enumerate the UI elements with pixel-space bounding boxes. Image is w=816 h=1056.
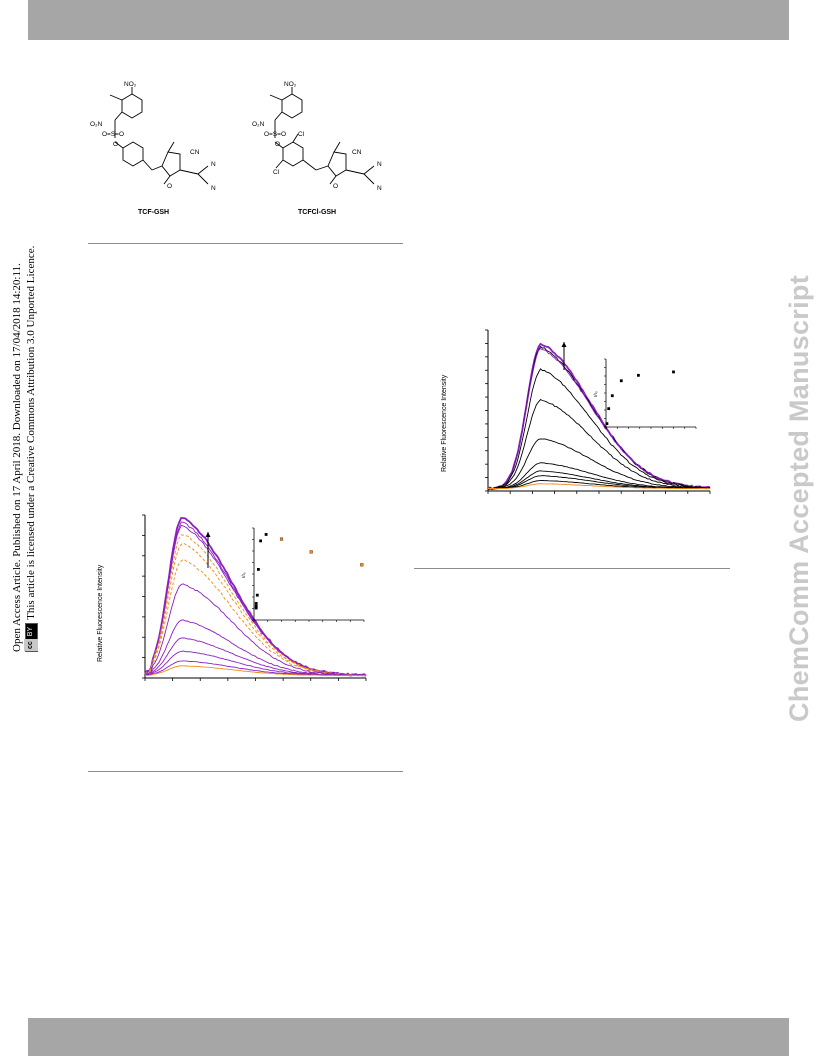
atom-label: O (275, 141, 280, 148)
license-line[interactable]: This article is licensed under a Creativ… (25, 245, 37, 620)
watermark-text: ChemComm Accepted Manuscript (784, 275, 814, 722)
spectrum-line (487, 348, 711, 490)
footer-bar (28, 1018, 789, 1056)
inset-data-point (605, 422, 609, 425)
inset-data-point (637, 373, 640, 377)
publication-line: Open Access Article. Published on 17 Apr… (11, 263, 23, 652)
spectrum-line (488, 483, 711, 490)
atom-label: CN (352, 149, 362, 156)
atom-label: NO₂ (284, 81, 297, 88)
inset-data-point (264, 533, 268, 536)
inset-data-point (255, 593, 259, 597)
atom-label: O=S=O (264, 131, 286, 138)
compound-label-tcf-gsh: TCF-GSH (138, 209, 170, 216)
inset-data-point (259, 539, 262, 543)
compound-label-tcfcl-gsh: TCFCl-GSH (298, 209, 337, 216)
atom-label: N (377, 185, 382, 192)
atom-label: N (377, 161, 382, 168)
arrow-head (561, 342, 567, 347)
atom-label: O₂N (252, 121, 265, 128)
spectrum-line (487, 399, 711, 490)
inset-data-point (607, 407, 611, 411)
inset-data-point (672, 370, 675, 374)
inset-data-point (254, 604, 258, 608)
inset-data-point (619, 379, 623, 383)
chart-1-y-axis-label: Relative Fluorescence Intensity (97, 564, 104, 662)
inset-data-point (254, 602, 258, 605)
inset-y-label: I/I₀ (593, 391, 598, 397)
spectrum-line (144, 619, 366, 677)
chemical-structures-figure: NO₂ O₂N O=S=O O CN N N O NO₂ O₂N O=S=O C… (90, 81, 382, 192)
atom-label: N (211, 161, 216, 168)
structure-tcf-gsh (109, 87, 209, 185)
fluorescence-chart-1: I/I₀ (142, 514, 367, 681)
spectrum-line (144, 558, 367, 677)
section-rule (414, 568, 730, 569)
inset-data-point (309, 550, 313, 554)
cc-by-license-icon[interactable]: cc BY (24, 622, 38, 652)
chart-2-y-axis-label: Relative Fluorescence Intensity (441, 374, 448, 472)
inset-data-point (610, 394, 614, 398)
chemcomm-watermark: ChemComm Accepted Manuscript (784, 275, 815, 785)
fluorescence-chart-2: I/I₀ (485, 329, 711, 494)
spectrum-line (487, 368, 711, 490)
inset-data-point (257, 568, 260, 571)
spectrum-line (487, 438, 711, 490)
spectrum-line (144, 665, 367, 677)
atom-label: CN (190, 149, 200, 156)
spectrum-line (144, 524, 367, 677)
atom-label: N (211, 185, 216, 192)
structure-tcfcl-gsh (269, 87, 375, 185)
atom-label: O (113, 141, 118, 148)
by-badge-label: BY (27, 626, 34, 637)
atom-label: Cl (273, 169, 280, 176)
inset-data-point (360, 563, 364, 567)
cc-badge-label: cc (24, 639, 38, 651)
section-rule (88, 771, 403, 772)
section-rule (88, 243, 403, 244)
header-bar (28, 0, 789, 40)
atom-label: O₂N (90, 121, 103, 128)
atom-label: NO₂ (124, 81, 137, 88)
spectrum-line (144, 521, 367, 677)
inset-data-point (254, 606, 258, 610)
inset-data-point (279, 537, 284, 541)
inset-y-label: I/I₀ (241, 572, 246, 578)
arrow-head (205, 532, 211, 537)
atom-label: O=S=O (102, 131, 124, 138)
open-access-notice: Open Access Article. Published on 17 Apr… (10, 192, 38, 652)
atom-label: O (333, 183, 338, 190)
atom-label: O (167, 183, 172, 190)
atom-label: Cl (298, 131, 305, 138)
spectrum-line (144, 583, 367, 677)
